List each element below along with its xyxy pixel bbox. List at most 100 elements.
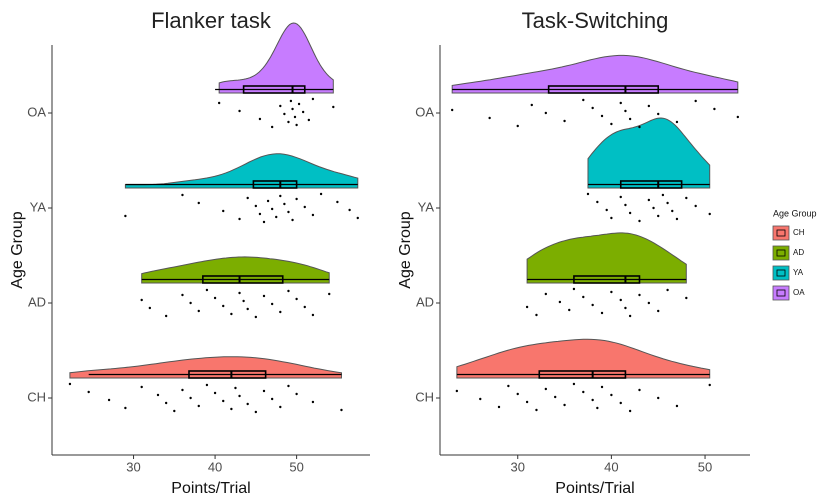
legend-label: OA <box>793 288 805 297</box>
point <box>591 106 594 110</box>
point <box>205 383 209 387</box>
point <box>262 389 266 393</box>
point <box>234 386 237 390</box>
point <box>262 294 266 298</box>
y-tick-label: YA <box>30 199 47 214</box>
point <box>685 196 688 200</box>
point <box>275 215 278 219</box>
point <box>568 308 571 312</box>
point <box>217 101 221 105</box>
point <box>671 209 674 213</box>
point <box>340 408 343 412</box>
chart-title: Task-Switching <box>522 8 669 33</box>
point <box>332 105 335 109</box>
y-tick-label: AD <box>416 294 434 309</box>
point <box>311 400 315 404</box>
point <box>287 384 290 388</box>
point <box>638 219 641 223</box>
point <box>558 300 562 304</box>
x-axis-title: Points/Trial <box>171 480 250 497</box>
point <box>356 216 359 220</box>
box <box>573 275 641 284</box>
point <box>262 220 266 224</box>
point <box>140 385 143 389</box>
y-axis-title: Age Group <box>397 211 414 288</box>
x-axis-title: Points/Trial <box>555 480 634 497</box>
point <box>638 388 641 392</box>
legend-title: Age Group <box>773 208 817 218</box>
point <box>657 214 660 218</box>
point <box>666 288 669 292</box>
point <box>197 404 200 408</box>
point <box>254 204 258 208</box>
point <box>238 217 241 221</box>
point <box>657 309 660 313</box>
point <box>638 125 641 129</box>
legend-key-box <box>776 289 786 297</box>
point <box>328 292 331 296</box>
point <box>624 109 627 113</box>
point <box>68 382 72 386</box>
point <box>319 192 323 196</box>
point <box>230 312 233 316</box>
point <box>582 390 585 394</box>
point <box>553 395 557 399</box>
legend-key <box>772 225 790 241</box>
point <box>661 193 665 197</box>
point <box>628 211 632 215</box>
point <box>516 392 519 396</box>
point <box>497 405 501 409</box>
point <box>610 290 613 294</box>
point <box>596 406 599 410</box>
legend-key-box <box>776 229 786 237</box>
point <box>205 288 209 292</box>
point <box>230 407 233 411</box>
point <box>563 403 566 407</box>
legend-label: CH <box>793 228 805 237</box>
point <box>708 212 711 216</box>
point <box>181 193 184 197</box>
point <box>287 210 290 214</box>
point <box>336 200 339 204</box>
point <box>544 292 548 296</box>
point <box>295 392 298 396</box>
point <box>254 410 258 414</box>
point <box>535 313 538 317</box>
point <box>582 295 585 299</box>
point <box>270 125 274 129</box>
point <box>238 291 241 295</box>
point <box>307 118 311 122</box>
point <box>619 101 622 105</box>
point <box>197 309 200 313</box>
point <box>535 408 538 412</box>
point <box>289 99 293 103</box>
point <box>213 296 217 300</box>
legend-label: AD <box>793 248 804 257</box>
point <box>266 199 270 203</box>
point <box>582 98 585 102</box>
point <box>287 120 290 124</box>
half-violin <box>124 153 359 189</box>
point <box>287 289 290 293</box>
point <box>591 398 594 402</box>
point <box>279 405 282 409</box>
point <box>450 108 454 112</box>
x-tick-label: 50 <box>289 459 303 474</box>
box <box>547 85 660 94</box>
point <box>270 207 274 211</box>
point <box>525 400 529 404</box>
point <box>647 104 651 108</box>
point <box>254 315 258 319</box>
half-violin <box>451 54 739 94</box>
half-violin <box>218 22 334 94</box>
point <box>303 305 306 309</box>
point <box>600 311 604 315</box>
point <box>181 293 184 297</box>
point <box>295 123 298 127</box>
point <box>222 209 225 213</box>
point <box>488 116 491 120</box>
point <box>164 401 168 405</box>
point <box>713 107 716 111</box>
point <box>238 394 241 398</box>
chart-title: Flanker task <box>151 8 272 33</box>
